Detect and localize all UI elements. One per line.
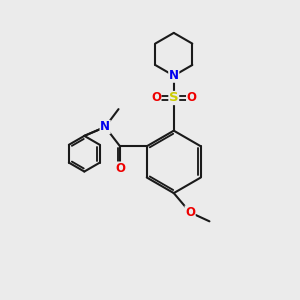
- Text: S: S: [169, 92, 178, 104]
- Text: O: O: [187, 92, 196, 104]
- Text: O: O: [185, 206, 195, 219]
- Text: N: N: [169, 69, 179, 82]
- Text: O: O: [151, 92, 161, 104]
- Text: O: O: [115, 162, 125, 175]
- Text: N: N: [100, 121, 110, 134]
